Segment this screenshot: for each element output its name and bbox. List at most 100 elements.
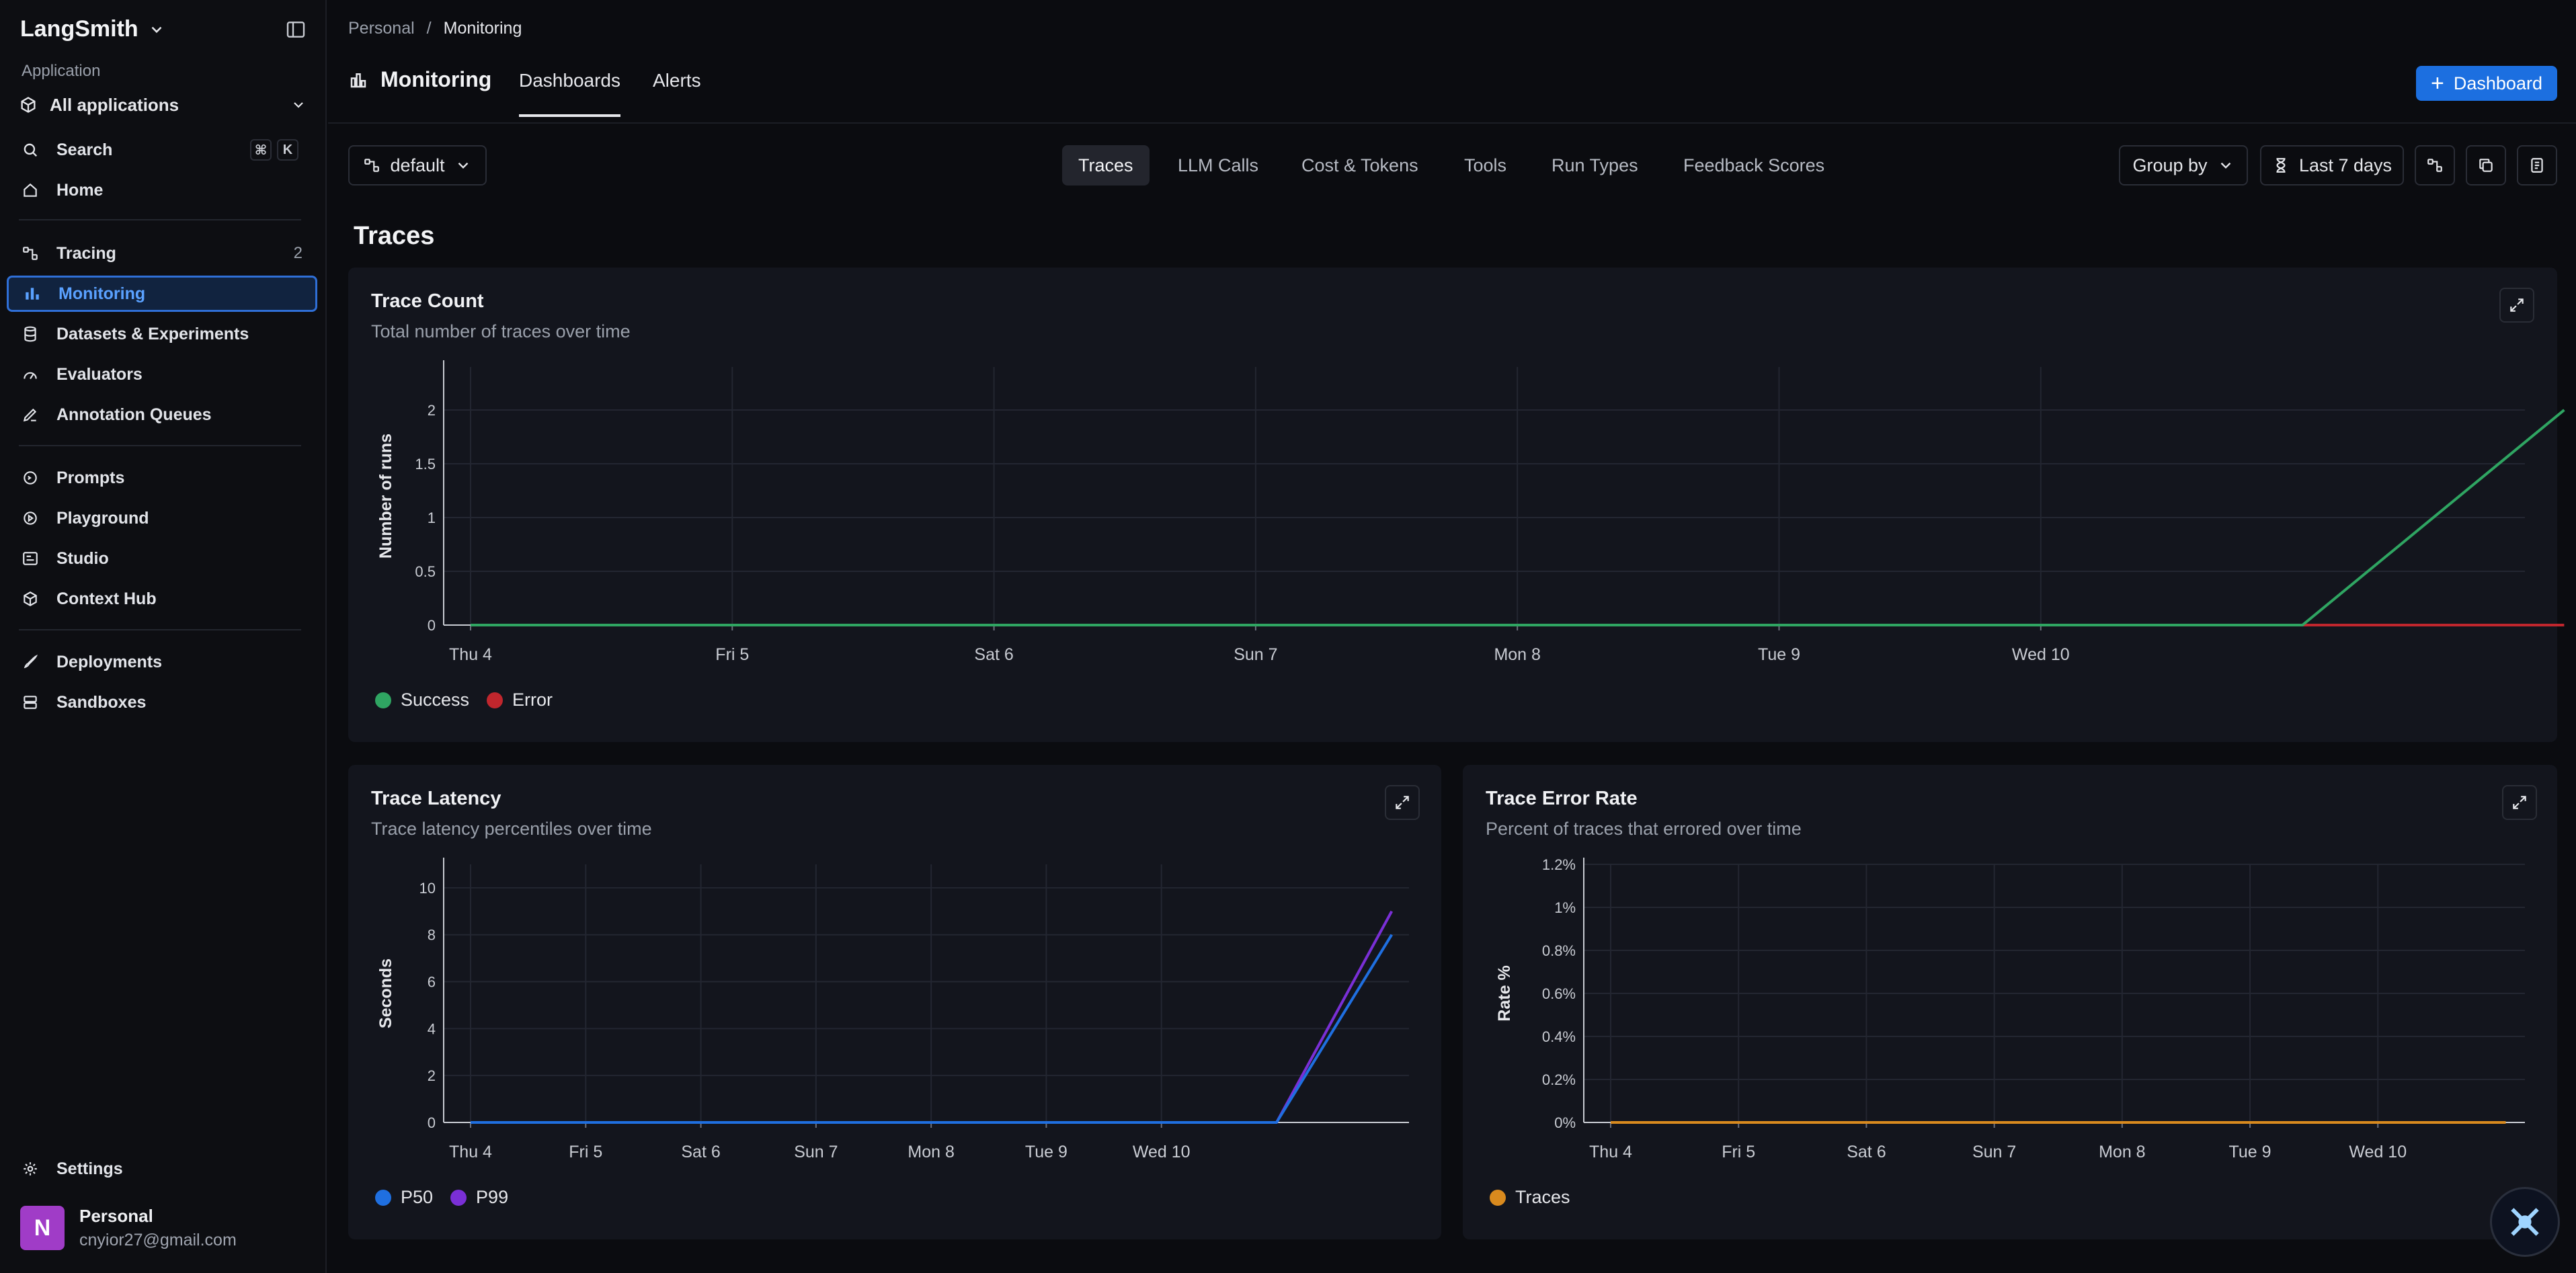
card-title: Trace Error Rate	[1486, 788, 1638, 809]
expand-button[interactable]	[1385, 785, 1420, 820]
y-tick-label: 8	[428, 927, 436, 944]
y-tick-label: 1	[428, 509, 436, 526]
dashboard-select[interactable]: default	[348, 145, 487, 186]
count-badge: 2	[293, 244, 303, 262]
x-tick-label: Thu 4	[1589, 1143, 1632, 1161]
trace-count-chart: 0 0.5 1 1.5 2 Thu 4 Fri 5 Sat 6 Sun 7 Mon 8 Tue 9 W…	[376, 360, 2565, 664]
legend-item-error[interactable]: Error	[487, 690, 553, 710]
sidebar-item-label: Playground	[56, 508, 149, 528]
tab-traces[interactable]: Traces	[1062, 145, 1150, 186]
sidebar-item-sandboxes[interactable]: Sandboxes	[7, 684, 317, 721]
time-range-select[interactable]: Last 7 days	[2260, 145, 2404, 186]
tab-alerts[interactable]: Alerts	[653, 70, 701, 91]
sidebar-item-studio[interactable]: Studio	[7, 540, 317, 577]
hourglass-icon	[2276, 158, 2286, 173]
legend-item-traces[interactable]: Traces	[1490, 1187, 1570, 1208]
y-axis-label: Rate %	[1495, 965, 1514, 1021]
y-tick-label: 0.5	[415, 563, 436, 580]
sidebar-item-annotation-queues[interactable]: Annotation Queues	[7, 397, 317, 433]
chat-assistant-button[interactable]	[2490, 1187, 2560, 1257]
header-divider	[328, 122, 2576, 124]
x-tick-label: Tue 9	[2229, 1143, 2271, 1161]
sidebar-item-prompts[interactable]: Prompts	[7, 460, 317, 496]
x-tick-label: Wed 10	[1133, 1143, 1191, 1161]
sidebar-item-monitoring[interactable]: Monitoring	[7, 276, 317, 312]
document-icon	[2531, 158, 2543, 173]
sidebar-item-tracing[interactable]: Tracing 2	[7, 235, 317, 272]
sidebar-item-home[interactable]: Home	[7, 172, 317, 208]
legend-item-success[interactable]: Success	[375, 690, 469, 710]
sidebar-item-context-hub[interactable]: Context Hub	[7, 581, 317, 617]
plus-icon: +	[2431, 71, 2444, 96]
x-tick-label: Sat 6	[1847, 1143, 1886, 1161]
trace-error-rate-card: Trace Error Rate Percent of traces that …	[1463, 765, 2557, 1239]
breadcrumb-item[interactable]: Personal	[348, 19, 415, 38]
new-dashboard-label: Dashboard	[2453, 73, 2542, 93]
tab-feedback-scores[interactable]: Feedback Scores	[1683, 155, 1825, 175]
card-subtitle: Total number of traces over time	[371, 321, 631, 341]
series-line-success	[471, 409, 2565, 626]
docs-button[interactable]	[2517, 145, 2557, 186]
avatar: N	[20, 1206, 65, 1250]
expand-button[interactable]	[2502, 785, 2537, 820]
x-tick-label: Sat 6	[681, 1143, 720, 1161]
tab-llm-calls[interactable]: LLM Calls	[1178, 155, 1259, 175]
group-by-select[interactable]: Group by	[2119, 145, 2248, 186]
brand-name: LangSmith	[20, 16, 138, 42]
chevron-down-icon	[151, 26, 162, 33]
card-subtitle: Trace latency percentiles over time	[371, 819, 652, 839]
tab-dashboards[interactable]: Dashboards	[519, 70, 620, 117]
sidebar-item-label: Datasets & Experiments	[56, 324, 249, 343]
sidebar-item-label: Settings	[56, 1159, 123, 1178]
sidebar-item-deployments[interactable]: Deployments	[7, 644, 317, 680]
sidebar-item-search[interactable]: Search ⌘ K	[7, 132, 317, 168]
expand-icon	[2510, 298, 2524, 312]
sidebar-item-label: Evaluators	[56, 364, 143, 384]
legend-item-p99[interactable]: P99	[450, 1187, 508, 1208]
y-tick-label: 0	[428, 1114, 436, 1131]
new-dashboard-button[interactable]: + Dashboard	[2416, 66, 2557, 101]
sidebar-toggle-icon[interactable]	[285, 19, 307, 40]
expand-button[interactable]	[2499, 288, 2534, 323]
application-label: Application	[22, 62, 101, 80]
search-icon	[24, 143, 38, 157]
sidebar-item-label: Home	[56, 180, 104, 200]
brand-menu[interactable]: LangSmith	[20, 16, 165, 42]
application-select[interactable]: All applications	[19, 91, 307, 118]
tracing-icon	[23, 247, 38, 260]
page-title: Monitoring	[380, 67, 492, 91]
sidebar-item-label: Deployments	[56, 652, 162, 671]
y-tick-label: 0.2%	[1542, 1071, 1576, 1088]
chart-legend: P50 P99	[375, 1187, 508, 1208]
y-tick-label: 2	[428, 402, 436, 419]
x-tick-label: Sun 7	[1972, 1143, 2016, 1161]
sidebar-item-evaluators[interactable]: Evaluators	[7, 356, 317, 393]
user-menu[interactable]: N Personal cnyior27@gmail.com	[20, 1206, 237, 1250]
series-line-p50	[471, 934, 1394, 1124]
pencil-icon	[23, 408, 37, 422]
chevron-down-icon	[294, 102, 303, 108]
sidebar-item-settings[interactable]: Settings	[7, 1151, 317, 1187]
tab-tools[interactable]: Tools	[1464, 155, 1507, 175]
shortcut-key: ⌘	[250, 139, 272, 161]
expand-icon	[2513, 796, 2526, 809]
x-tick-label: Mon 8	[2099, 1143, 2145, 1161]
trace-latency-chart: 0 2 4 6 8 10 Thu 4 Fri 5 Sat 6 Sun 7 Mon 8 Tue 9 Wed…	[376, 858, 1409, 1161]
group-settings-button[interactable]	[2415, 145, 2455, 186]
chevron-down-icon	[2220, 162, 2230, 169]
tab-run-types[interactable]: Run Types	[1552, 155, 1638, 175]
divider	[19, 219, 301, 220]
sidebar-item-label: Context Hub	[56, 589, 157, 608]
trace-error-rate-chart: 0% 0.2% 0.4% 0.6% 0.8% 1% 1.2% Thu 4 Fri 5 Sat 6 S…	[1495, 856, 2525, 1161]
clone-dashboard-button[interactable]	[2466, 145, 2506, 186]
sidebar-item-playground[interactable]: Playground	[7, 500, 317, 536]
sidebar-item-datasets[interactable]: Datasets & Experiments	[7, 316, 317, 352]
tab-cost-tokens[interactable]: Cost & Tokens	[1301, 155, 1418, 175]
y-tick-label: 0%	[1554, 1114, 1576, 1131]
x-tick-label: Tue 9	[1758, 645, 1800, 664]
breadcrumb-separator: /	[426, 19, 432, 38]
trace-latency-card: Trace Latency Trace latency percentiles …	[348, 765, 1441, 1239]
card-title: Trace Count	[371, 290, 484, 312]
x-tick-label: Wed 10	[2012, 645, 2070, 664]
legend-item-p50[interactable]: P50	[375, 1187, 433, 1208]
